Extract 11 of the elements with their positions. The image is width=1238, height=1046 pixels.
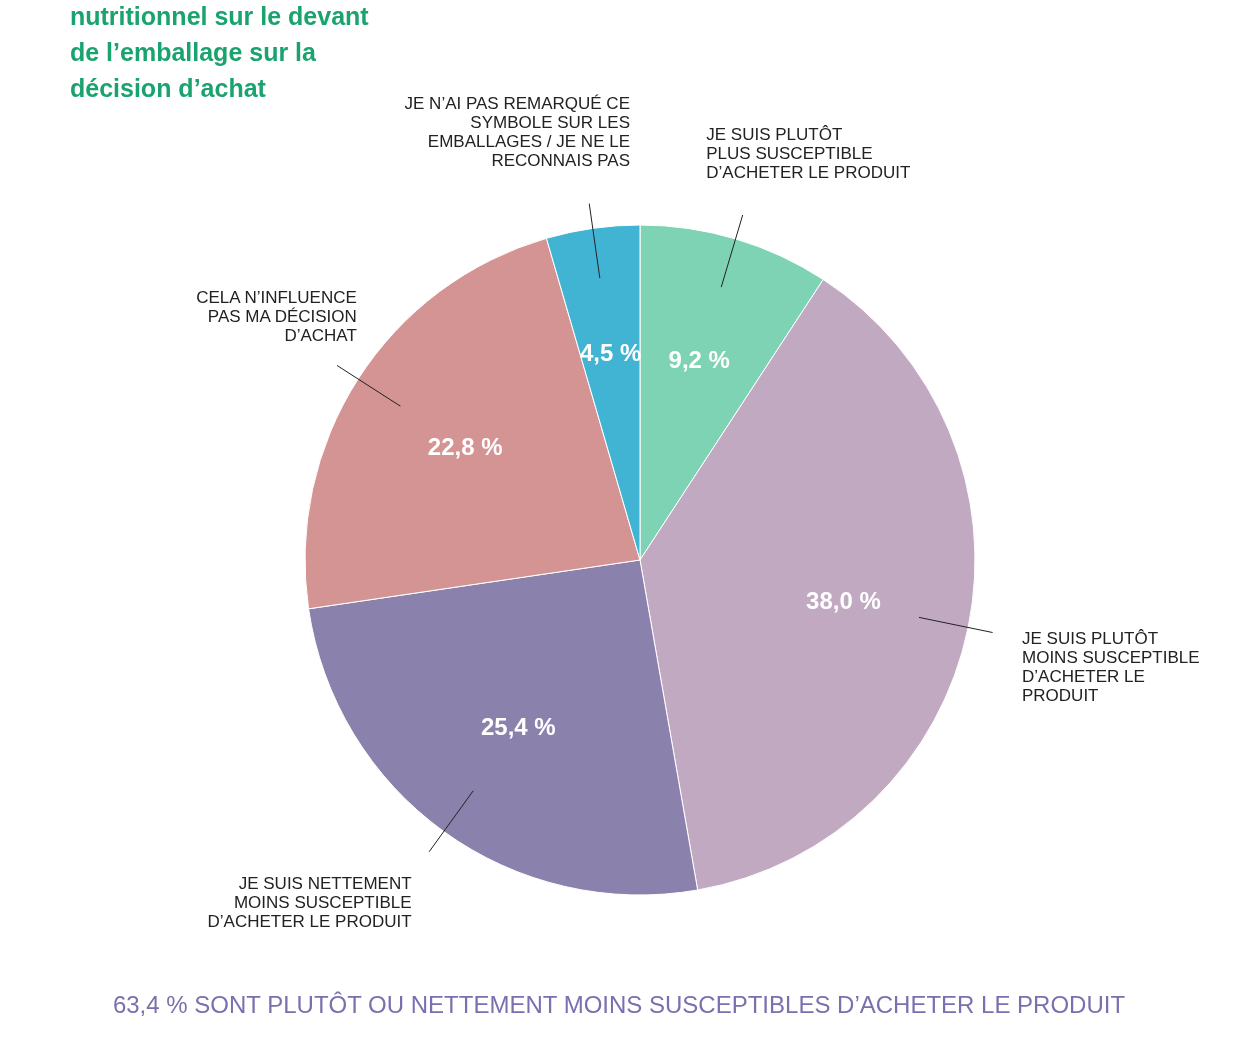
slice-label: JE SUIS NETTEMENT MOINS SUSCEPTIBLE D’ACHETER LE PRODUIT [207,874,412,932]
data-label: 38,0 % [806,586,881,614]
slice-label: JE SUIS PLUTÔT MOINS SUSCEPTIBLE D’ACHETER LE PRODUIT [1022,628,1200,705]
slice-label: JE SUIS PLUTÔT PLUS SUSCEPTIBLE D’ACHETER LE PRODUIT [706,125,911,183]
slice-label: CELA N’INFLUENCE PAS MA DÉCISION D’ACHAT [196,288,357,346]
chart-title: nutritionnel sur le devant de l’emballage sur la décision d’achat [70,2,370,102]
data-label: 22,8 % [427,432,503,460]
data-label: 25,4 % [480,713,556,741]
slice-label: JE N’AI PAS REMARQUÉ CE SYMBOLE SUR LES EMBALLAGES / JE NE LE RECONNAIS PAS [404,93,630,170]
text: 63,4 % SONT PLUTÔT OU NETTEMENT MOINS SUSCEPTIBLES D’ACHETER LE PRODUIT [112,991,1126,1018]
data-label: 9,2 % [668,345,730,373]
